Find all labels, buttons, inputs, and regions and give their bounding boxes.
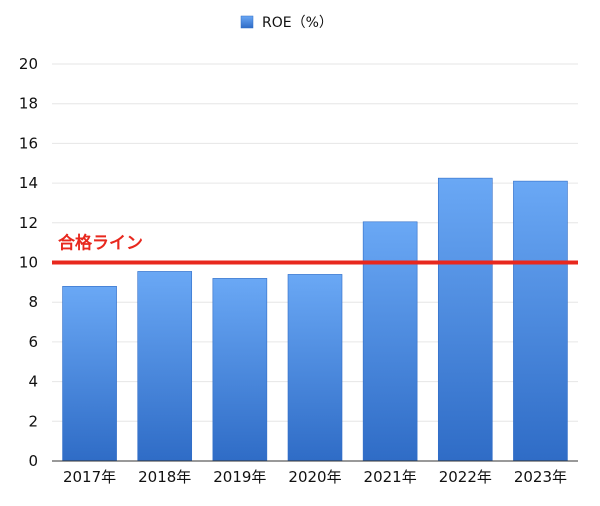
y-tick-label: 8 bbox=[28, 293, 38, 311]
bar-2020年 bbox=[287, 274, 343, 462]
legend-swatch bbox=[240, 15, 254, 29]
bar-2018年 bbox=[137, 271, 193, 462]
y-axis-ticks: 0 2 4 6 8 10 12 14 16 18 20 bbox=[19, 55, 38, 470]
y-tick-label: 18 bbox=[19, 95, 38, 113]
y-tick-label: 2 bbox=[28, 412, 38, 430]
bar-2017年 bbox=[62, 286, 117, 462]
y-tick-label: 14 bbox=[19, 174, 38, 192]
x-tick-label: 2019年 bbox=[213, 468, 266, 486]
y-tick-label: 12 bbox=[19, 214, 38, 232]
bars bbox=[62, 177, 568, 462]
x-tick-label: 2022年 bbox=[439, 468, 492, 486]
y-tick-label: 10 bbox=[19, 254, 38, 272]
y-tick-label: 0 bbox=[28, 452, 38, 470]
bar-2023年 bbox=[513, 180, 568, 462]
y-tick-label: 6 bbox=[28, 333, 38, 351]
bar-2021年 bbox=[362, 221, 418, 462]
bar-2019年 bbox=[212, 278, 268, 462]
x-tick-label: 2018年 bbox=[138, 468, 191, 486]
legend: ROE（%） bbox=[240, 15, 333, 31]
y-tick-label: 20 bbox=[19, 55, 38, 73]
x-tick-label: 2020年 bbox=[288, 468, 341, 486]
threshold: 合格ライン bbox=[52, 233, 578, 265]
bar-2022年 bbox=[437, 177, 493, 462]
y-tick-label: 16 bbox=[19, 134, 38, 152]
x-tick-label: 2017年 bbox=[63, 468, 116, 486]
legend-label: ROE（%） bbox=[262, 15, 333, 31]
x-tick-label: 2021年 bbox=[364, 468, 417, 486]
x-axis-ticks: 2017年 2018年 2019年 2020年 2021年 2022年 2023年 bbox=[63, 468, 567, 486]
x-tick-label: 2023年 bbox=[514, 468, 567, 486]
threshold-label: 合格ライン bbox=[58, 233, 143, 254]
y-tick-label: 4 bbox=[28, 373, 38, 391]
